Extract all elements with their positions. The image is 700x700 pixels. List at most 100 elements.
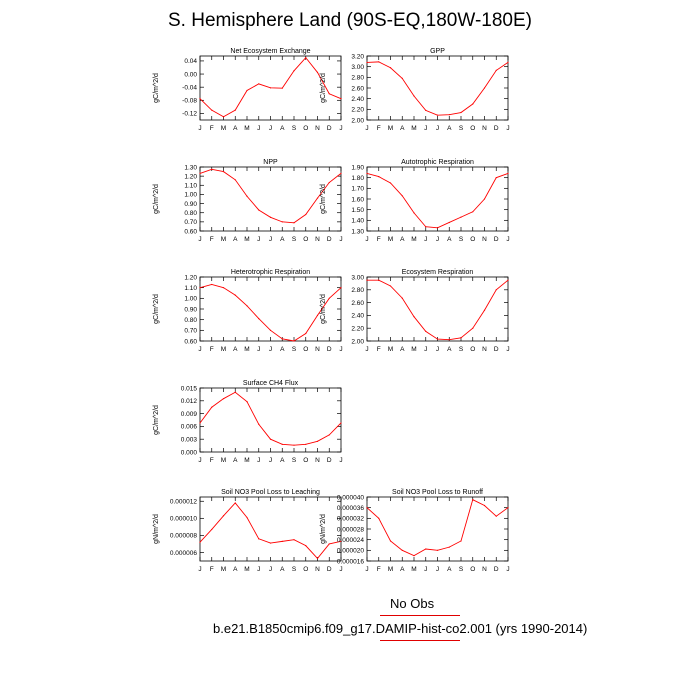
data-point (495, 515, 497, 517)
x-tick-label: M (221, 346, 226, 353)
chart-panel-5: Heterotrophic Respiration gC/m^2/d 1.20 1.1… (153, 269, 343, 353)
x-tick-label: O (303, 236, 308, 243)
x-tick-label: S (292, 236, 297, 243)
y-tick-label: 0.60 (184, 228, 197, 235)
y-tick-label: 1.60 (351, 196, 364, 203)
x-tick-label: M (411, 566, 416, 573)
x-tick-label: J (198, 566, 201, 573)
x-tick-label: J (365, 125, 368, 132)
data-point (389, 67, 392, 69)
x-tick-label: A (400, 566, 405, 573)
x-tick-label: F (377, 236, 381, 243)
y-tick-label: 0.000040 (337, 494, 364, 501)
x-tick-label: J (257, 457, 260, 464)
data-point (425, 109, 427, 111)
x-tick-label: S (459, 566, 464, 573)
data-point (222, 398, 225, 400)
data-point (199, 98, 201, 100)
y-tick-label: 3.00 (351, 64, 364, 71)
plot-frame (366, 55, 509, 121)
y-tick-label: 1.00 (184, 296, 197, 303)
x-tick-label: J (424, 236, 427, 243)
data-point (472, 499, 474, 501)
x-tick-label: O (470, 125, 475, 132)
data-point (269, 216, 272, 218)
series-line (367, 279, 509, 341)
case-name: b.e21.B1850cmip6.f09_g17.DAMIP-hist-co2.… (213, 621, 588, 636)
y-tick-label: 0.000006 (170, 550, 197, 557)
data-point (448, 546, 450, 548)
plot-title: Autotrophic Respiration (401, 159, 474, 166)
y-tick-label: 3.00 (351, 274, 364, 281)
x-tick-label: J (436, 125, 439, 132)
x-tick-label: J (436, 346, 439, 353)
x-tick-label: D (327, 125, 332, 132)
chart-panel-7: Surface CH4 Flux gC/m^2/d 0.015 0.012 0.009 0… (153, 380, 343, 464)
data-point (246, 401, 248, 403)
x-tick-label: J (424, 125, 427, 132)
y-tick-label: 1.70 (351, 186, 364, 193)
x-tick-label: J (269, 236, 272, 243)
data-point (413, 316, 415, 318)
x-tick-label: M (244, 236, 249, 243)
x-tick-label: D (494, 236, 499, 243)
x-tick-label: M (221, 566, 226, 573)
data-point (305, 57, 307, 59)
x-tick-label: J (339, 457, 342, 464)
y-tick-label: 0.015 (181, 385, 198, 392)
x-tick-label: S (459, 236, 464, 243)
x-tick-label: A (280, 457, 285, 464)
data-point (460, 337, 462, 339)
x-tick-label: O (470, 566, 475, 573)
data-point (293, 70, 295, 72)
x-tick-label: F (210, 457, 214, 464)
y-tick-label: 2.40 (351, 96, 364, 103)
data-point (246, 89, 248, 92)
x-tick-label: O (303, 566, 308, 573)
plot-frame (199, 387, 342, 453)
x-tick-label: A (233, 346, 238, 353)
chart-panel-2: GPPgC/m^2/d3.203.002.802.602.402.202.00J… (320, 48, 510, 132)
x-tick-label: J (198, 457, 201, 464)
data-point (328, 434, 330, 436)
data-point (366, 279, 368, 281)
plot-title: Ecosystem Respiration (402, 269, 474, 276)
y-axis-label: gN/m^2/d (153, 514, 160, 544)
x-tick-label: S (292, 457, 297, 464)
data-point (340, 172, 342, 174)
plot-title: Net Ecosystem Exchange (230, 48, 310, 55)
x-tick-label: D (494, 125, 499, 132)
x-tick-label: J (506, 346, 509, 353)
data-point (316, 440, 319, 442)
x-tick-label: N (315, 125, 320, 132)
x-tick-label: M (221, 457, 226, 464)
x-tick-label: M (244, 457, 249, 464)
series-line (366, 499, 509, 557)
data-point (507, 61, 509, 64)
data-point (199, 172, 201, 174)
data-point (258, 318, 260, 320)
data-point (281, 87, 283, 89)
chart-panel-3: NPP gC/m^2/d 1.30 1.20 1.10 1.00 0.90 0.80 0.70 0… (153, 159, 343, 243)
y-tick-label: 0.006 (181, 424, 198, 431)
y-tick-label: -0.12 (182, 111, 197, 118)
x-tick-label: J (339, 236, 342, 243)
data-point (389, 285, 392, 287)
x-tick-label: F (377, 125, 381, 132)
x-tick-label: D (327, 346, 332, 353)
x-tick-label: J (506, 125, 509, 132)
x-tick-label: N (315, 566, 320, 573)
plot-frame (366, 166, 509, 232)
x-tick-label: O (303, 346, 308, 353)
x-tick-label: O (470, 346, 475, 353)
x-tick-label: F (210, 566, 214, 573)
x-tick-label: A (233, 236, 238, 243)
y-tick-label: 0.00 (184, 71, 197, 78)
data-point (246, 516, 248, 519)
x-tick-label: J (257, 566, 260, 573)
data-point (258, 209, 260, 211)
data-point (436, 114, 439, 116)
x-tick-label: S (459, 346, 464, 353)
data-point (425, 226, 427, 228)
